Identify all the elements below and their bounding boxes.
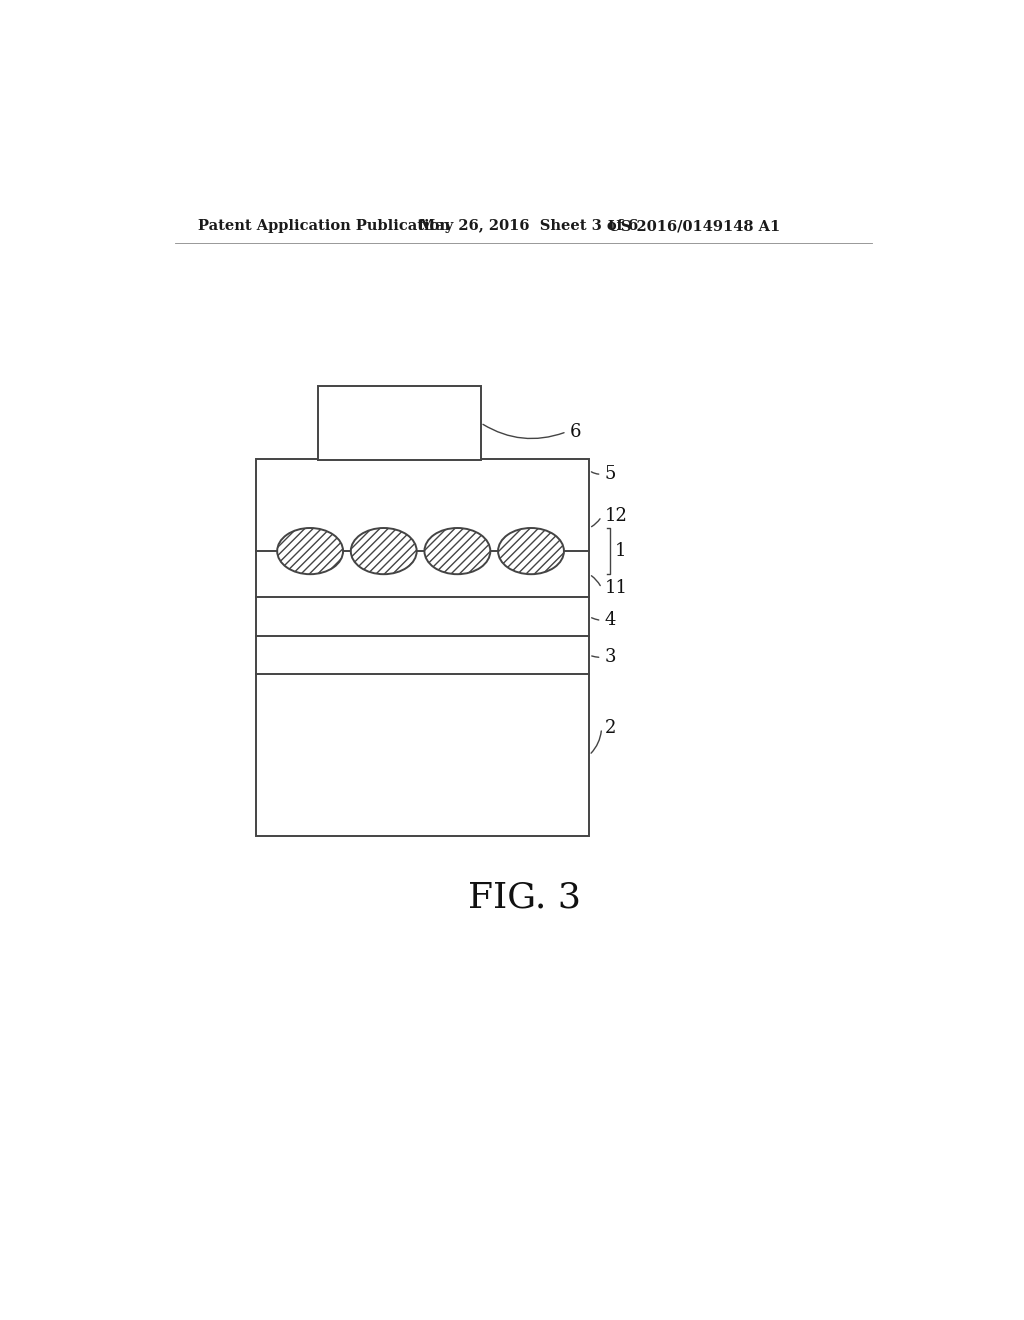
Ellipse shape [424, 528, 490, 574]
Text: 11: 11 [604, 579, 628, 597]
Text: 6: 6 [569, 422, 582, 441]
Text: FIG. 3: FIG. 3 [468, 880, 582, 915]
Text: May 26, 2016  Sheet 3 of 6: May 26, 2016 Sheet 3 of 6 [419, 219, 638, 234]
Ellipse shape [498, 528, 564, 574]
Text: 3: 3 [604, 648, 616, 667]
Ellipse shape [278, 528, 343, 574]
Bar [256, 459, 589, 836]
Text: Patent Application Publication: Patent Application Publication [198, 219, 450, 234]
Bar [317, 385, 480, 461]
FancyArrowPatch shape [592, 618, 599, 620]
Text: US 2016/0149148 A1: US 2016/0149148 A1 [608, 219, 780, 234]
FancyArrowPatch shape [591, 731, 601, 754]
FancyArrowPatch shape [592, 471, 599, 474]
Ellipse shape [351, 528, 417, 574]
FancyArrowPatch shape [483, 424, 564, 438]
Text: 1: 1 [614, 543, 627, 560]
Text: 5: 5 [604, 465, 616, 483]
Text: 12: 12 [604, 507, 628, 525]
Text: 2: 2 [604, 719, 616, 737]
FancyArrowPatch shape [592, 576, 600, 586]
Text: 4: 4 [604, 611, 616, 630]
FancyArrowPatch shape [592, 519, 600, 527]
